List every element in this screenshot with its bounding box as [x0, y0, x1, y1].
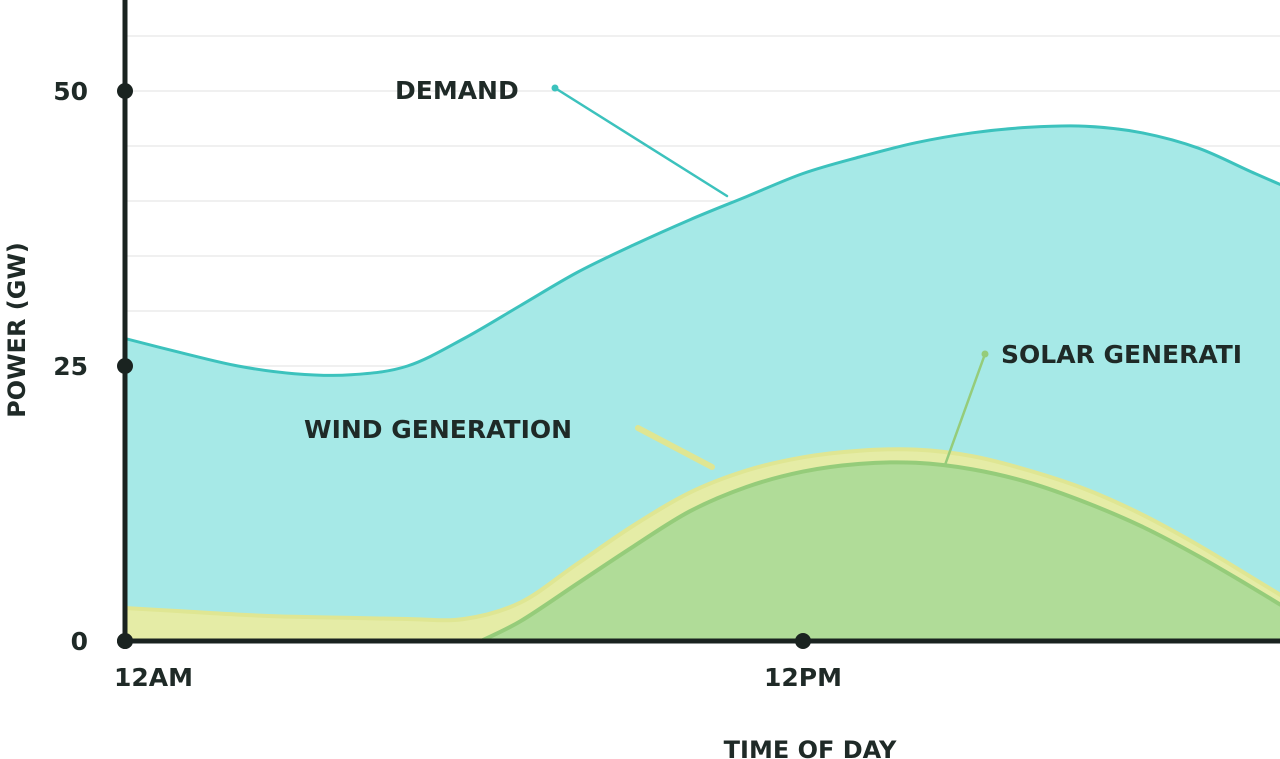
- y-tick-dot: [117, 358, 133, 374]
- solar-generation-area: [480, 462, 1280, 641]
- x-tick-dot: [117, 633, 133, 649]
- y-axis-title: POWER (GW): [3, 242, 31, 418]
- solar-leader-dot: [981, 350, 989, 358]
- solar-generation-line: [480, 460, 1280, 641]
- demand-leader: [553, 86, 729, 198]
- wind-generation-line: [125, 447, 1280, 623]
- plot-areas: [125, 124, 1280, 641]
- demand-leader-dot: [551, 84, 559, 92]
- labels: 0 25 50 12AM 12PM TIME OF DAY POWER (GW) DEMAND…: [3, 76, 1242, 759]
- x-tick-label: 12PM: [764, 663, 842, 692]
- wind-leader: [635, 425, 715, 470]
- annotation-solar-generation: SOLAR GENERATI: [1001, 340, 1242, 369]
- y-tick-label: 25: [53, 352, 88, 381]
- annotation-wind-generation: WIND GENERATION: [304, 415, 572, 444]
- demand-line: [125, 124, 1280, 377]
- solar-leader: [943, 352, 987, 467]
- axes: [117, 0, 1280, 649]
- x-axis-title: TIME OF DAY: [724, 736, 897, 759]
- annotation-leaders: [551, 84, 989, 470]
- y-tick-label: 0: [71, 627, 88, 656]
- x-tick-dot: [795, 633, 811, 649]
- annotation-demand: DEMAND: [395, 76, 519, 105]
- y-tick-dot: [117, 83, 133, 99]
- x-tick-label: 12AM: [114, 663, 193, 692]
- y-tick-label: 50: [53, 77, 88, 106]
